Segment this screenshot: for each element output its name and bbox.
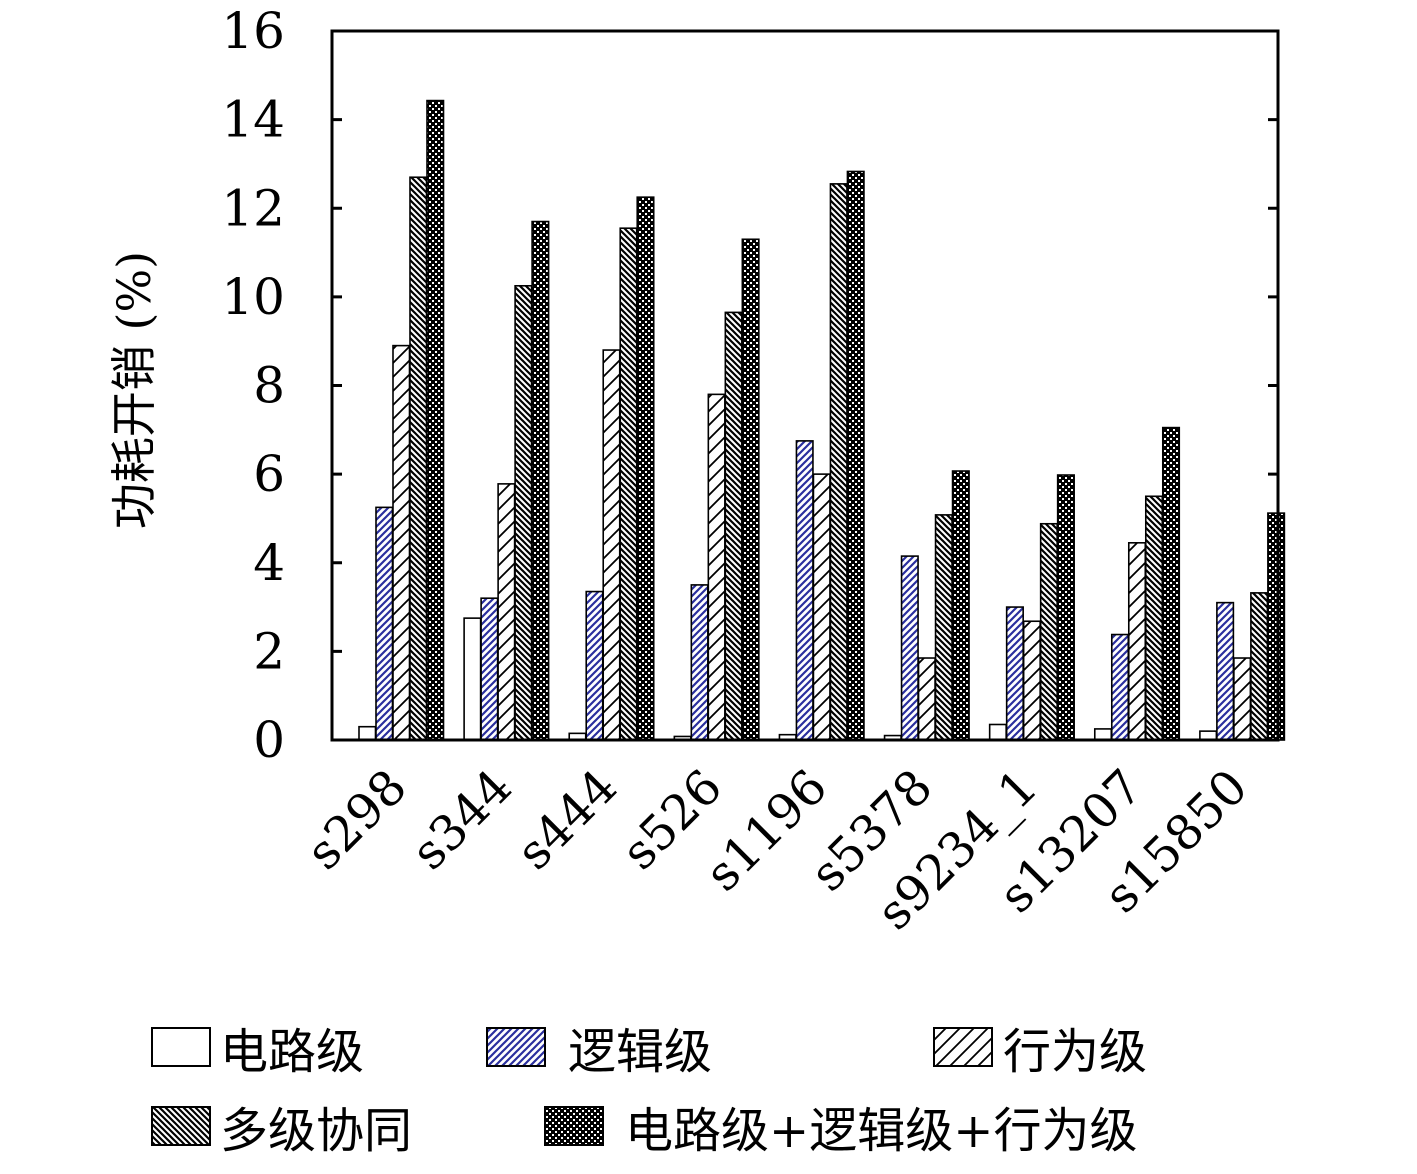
bar-s298-series-1 <box>358 725 377 741</box>
bar-s526-series-3 <box>707 393 726 741</box>
bar-s13207-series-5 <box>1161 426 1181 741</box>
bar-s298-series-4 <box>409 176 428 741</box>
bar-s1196-series-3 <box>812 473 831 741</box>
legend-swatch <box>933 1027 993 1067</box>
bar-s13207-series-1 <box>1093 728 1113 741</box>
bar-s13207-series-2 <box>1110 633 1130 741</box>
bar-s9234_1-series-3 <box>1022 620 1041 741</box>
bar-s15850-series-5 <box>1267 512 1286 741</box>
x-tick-label: s344 <box>401 759 523 881</box>
bar-s13207-series-3 <box>1127 542 1147 741</box>
bar-s344-series-1 <box>463 617 482 741</box>
y-tick-label: 2 <box>253 622 285 680</box>
legend-label: 电路级+逻辑级+行为级 <box>625 1103 1137 1159</box>
x-tick-label: s444 <box>506 759 628 881</box>
y-tick-label: 6 <box>253 445 285 503</box>
legend-label: 多级协同 <box>220 1103 412 1159</box>
y-tick-label: 14 <box>221 91 285 149</box>
bar-s9234_1-series-4 <box>1039 522 1058 741</box>
legend-label: 逻辑级 <box>568 1024 712 1080</box>
bar-s9234_1-series-1 <box>988 723 1007 741</box>
legend-swatch <box>151 1106 211 1146</box>
bar-s15850-series-2 <box>1216 601 1235 741</box>
y-axis-title: 功耗开销 (%) <box>107 251 161 529</box>
legend-swatch <box>486 1027 546 1067</box>
y-ticks: 0 2 4 6 8 10 12 14 16 <box>221 2 1278 769</box>
legend-swatch <box>151 1027 211 1067</box>
bar-s444-series-5 <box>636 196 655 741</box>
bar-s298-series-2 <box>375 506 394 741</box>
bar-s5378-series-3 <box>917 657 936 741</box>
bar-s444-series-4 <box>619 227 638 741</box>
bar-s344-series-4 <box>514 284 533 741</box>
y-tick-label: 0 <box>253 711 285 769</box>
bar-s1196-series-4 <box>829 183 848 741</box>
x-tick-labels: s298s344s444s526s1196s5378s9234_1s13207s… <box>296 759 1259 941</box>
bar-s298-series-5 <box>426 99 445 741</box>
bar-s15850-series-4 <box>1250 592 1269 741</box>
bar-s15850-series-3 <box>1233 657 1252 741</box>
bar-s344-series-3 <box>497 483 516 741</box>
bar-s344-series-2 <box>480 597 499 741</box>
bar-s5378-series-2 <box>900 555 919 741</box>
bar-s13207-series-4 <box>1144 495 1164 741</box>
plot-border <box>330 29 1280 742</box>
legend-swatch <box>544 1106 604 1146</box>
bar-s526-series-4 <box>724 311 743 741</box>
bars <box>358 99 1286 741</box>
y-tick-label: 10 <box>221 268 285 326</box>
bar-s444-series-2 <box>585 590 604 741</box>
bar-s444-series-3 <box>602 349 621 741</box>
legend-label: 电路级 <box>220 1024 364 1080</box>
y-tick-label: 16 <box>221 2 285 60</box>
bar-s526-series-5 <box>741 238 760 741</box>
bar-s9234_1-series-5 <box>1056 474 1075 741</box>
y-tick-label: 8 <box>253 357 285 415</box>
bar-s344-series-5 <box>531 220 550 741</box>
bar-s5378-series-4 <box>934 514 953 741</box>
bar-s1196-series-2 <box>795 440 814 741</box>
x-tick-label: s298 <box>296 759 418 881</box>
plot-frame <box>330 29 1280 742</box>
bar-s5378-series-5 <box>951 470 970 741</box>
y-tick-label: 4 <box>253 534 285 592</box>
bar-s1196-series-5 <box>846 170 865 741</box>
legend-label: 行为级 <box>1003 1024 1147 1080</box>
bar-s298-series-3 <box>392 344 411 741</box>
bar-s9234_1-series-2 <box>1005 606 1024 741</box>
bar-s526-series-2 <box>690 584 709 741</box>
y-tick-label: 12 <box>221 179 285 237</box>
